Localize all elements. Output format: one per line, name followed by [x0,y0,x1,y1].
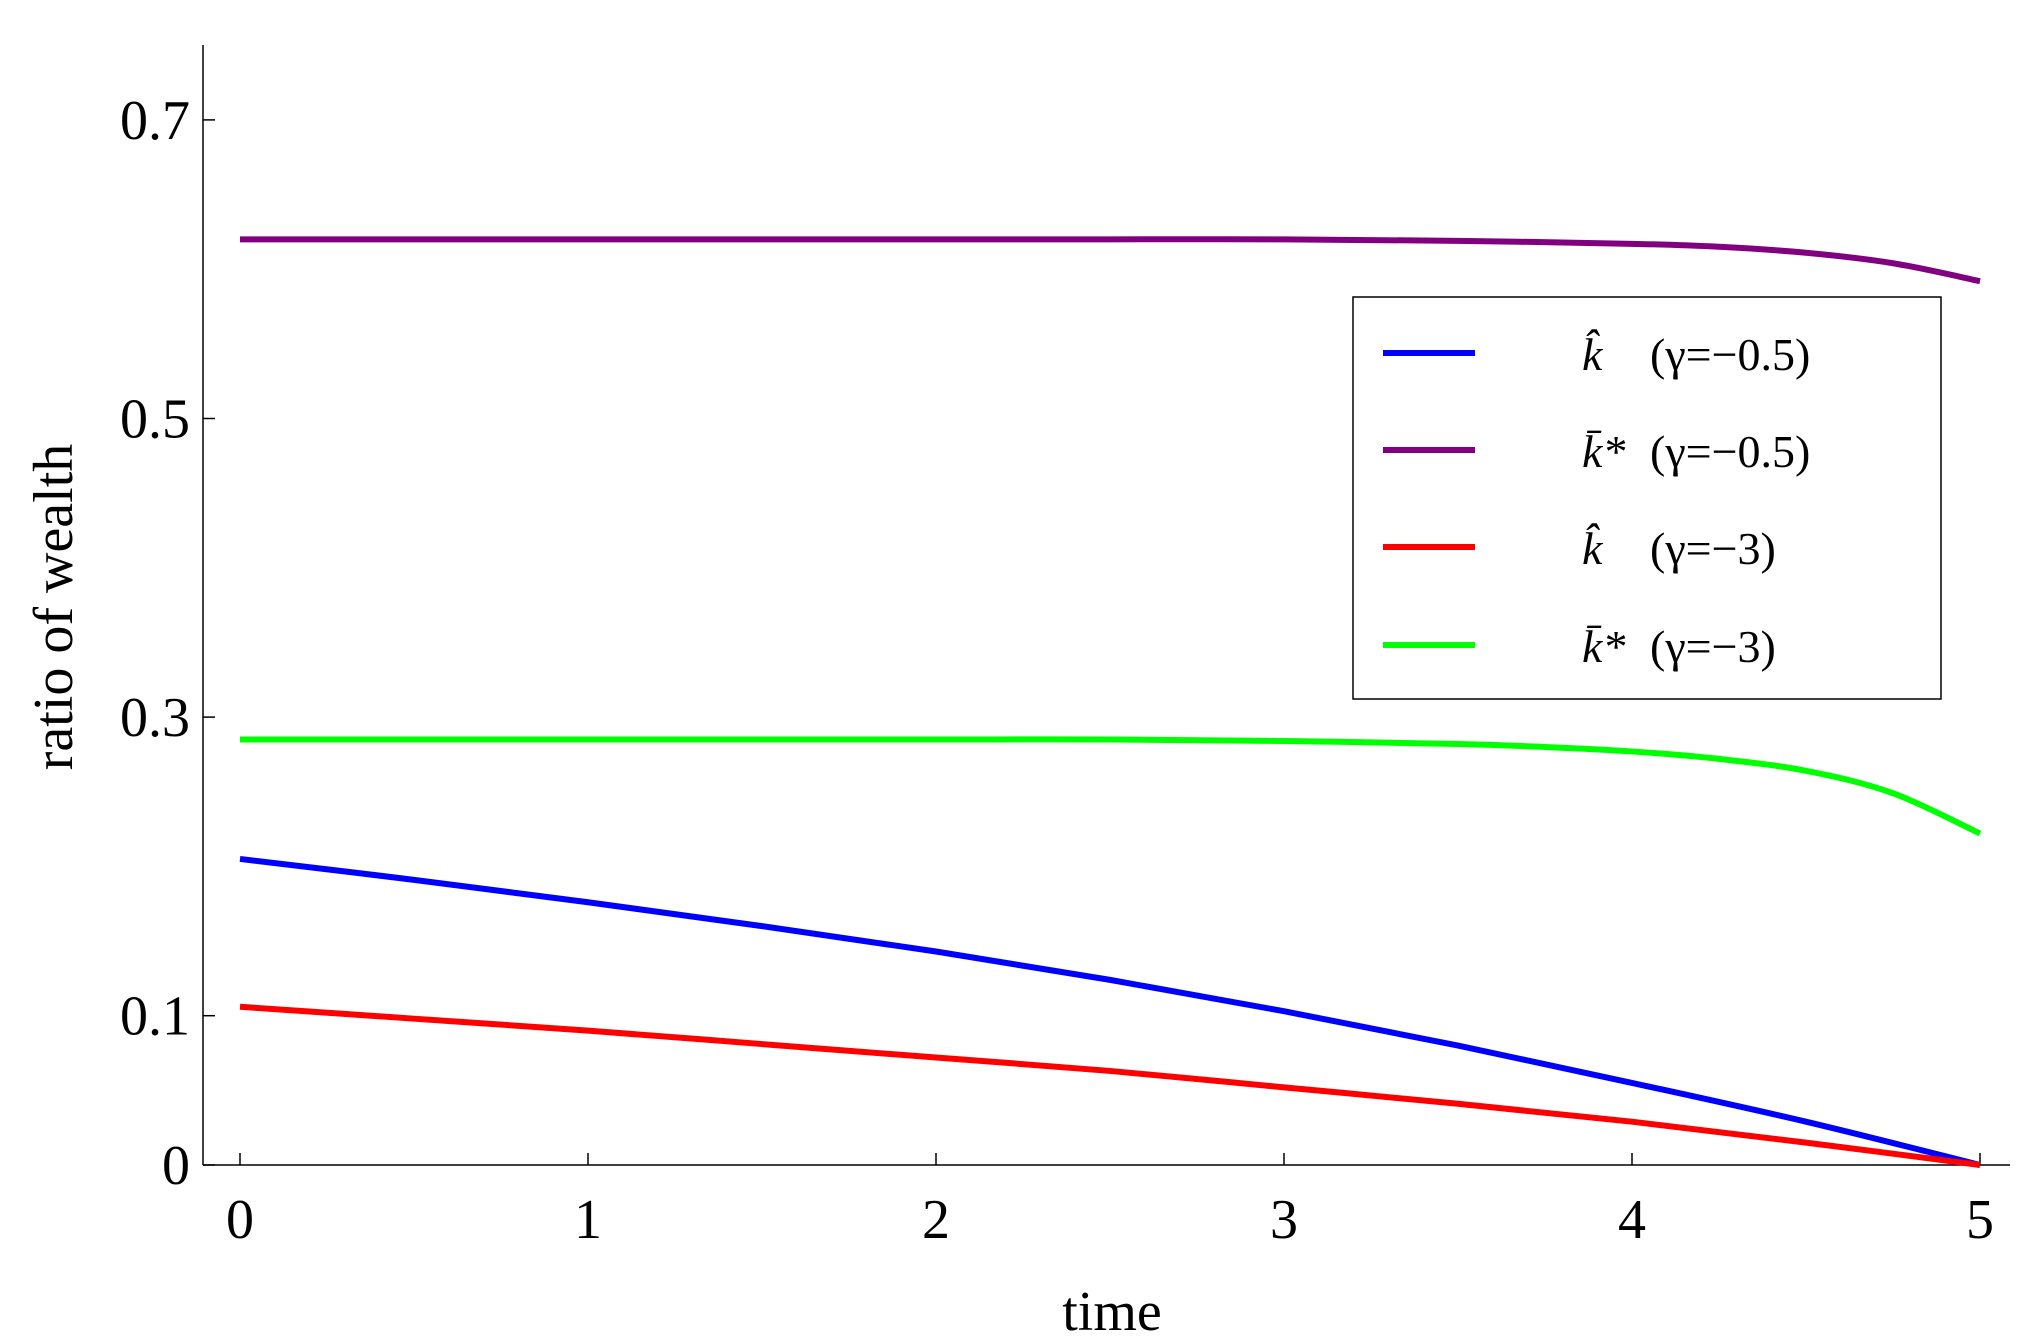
series-line-3 [239,1003,1981,1168]
y-tick-label: 0.7 [120,90,190,152]
y-ticks: 0 0.1 0.3 0.5 0.7 [120,90,215,1197]
series-line-1 [239,855,1981,1168]
y-tick-label: 0.5 [120,389,190,451]
x-tick-label: 2 [922,1189,950,1251]
legend-symbol-4: k̄* [1582,621,1625,672]
x-axis-label: time [1062,1281,1162,1342]
y-tick-label: 0.3 [120,687,190,749]
series-line-4 [240,736,1982,837]
legend-label-3: (γ=−3) [1650,523,1776,574]
x-tick-label: 4 [1618,1189,1646,1251]
x-tick-label: 0 [226,1189,254,1251]
legend: k̂ (γ=−0.5) k̄* (γ=−0.5) k̂ (γ=−3) k̄* (γ=−3) [1352,296,1942,700]
legend-symbol-2: k̄* [1582,426,1625,477]
x-ticks: 0 1 2 3 4 5 [226,1153,1994,1251]
legend-symbol-3: k̂ [1582,523,1604,574]
series-line-2 [240,236,1981,285]
x-tick-label: 5 [1966,1189,1994,1251]
y-tick-label: 0.1 [120,986,190,1048]
legend-label-1: (γ=−0.5) [1650,329,1810,380]
plot-area: 0 0.1 0.3 0.5 0.7 0 1 2 3 4 5 [120,45,2010,1251]
legend-entries: k̂ (γ=−0.5) k̄* (γ=−0.5) k̂ (γ=−3) k̄* (γ=−3) [1383,329,1810,672]
y-tick-label: 0 [162,1135,190,1197]
x-tick-label: 1 [574,1189,602,1251]
legend-box [1352,296,1942,700]
y-axis-label: ratio of wealth [23,444,85,771]
x-tick-label: 3 [1270,1189,1298,1251]
series-lines [239,236,1982,1168]
legend-symbol-1: k̂ [1582,329,1604,380]
legend-label-2: (γ=−0.5) [1650,426,1810,477]
legend-label-4: (γ=−3) [1650,621,1776,672]
